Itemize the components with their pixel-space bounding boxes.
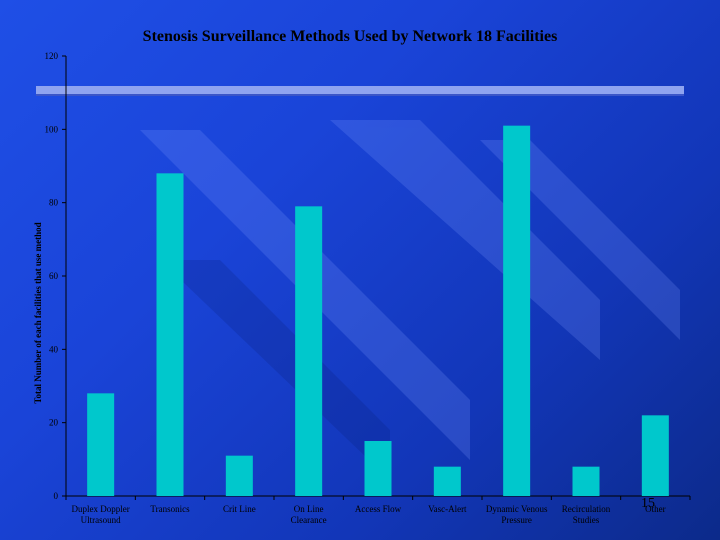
bar — [503, 125, 531, 497]
x-tick-label: Duplex Doppler Ultrasound — [72, 504, 130, 525]
background-diagonal-beams — [140, 120, 680, 480]
x-tick-label: Other — [645, 504, 666, 514]
x-tick-label: On Line Clearance — [291, 504, 327, 525]
header-band-shadow — [36, 94, 684, 96]
chart-title: Stenosis Surveillance Methods Used by Ne… — [142, 28, 558, 45]
plot-area: 0 20 40 60 80 100 120 Duplex Doppler Ultrasound T… — [36, 51, 691, 525]
bar — [87, 393, 115, 496]
x-tick-label: Access Flow — [355, 504, 402, 514]
y-axis-label: Total Number of each facilities that use… — [33, 222, 43, 404]
y-tick-label: 0 — [54, 491, 59, 501]
bar — [295, 206, 323, 497]
bar — [433, 466, 461, 496]
y-tick-label: 100 — [45, 124, 59, 134]
x-tick-label: Dynamic Venous Pressure — [486, 504, 548, 525]
y-tick-label: 80 — [49, 198, 59, 208]
bar — [641, 415, 669, 496]
slide-number: 15 — [641, 496, 655, 511]
x-tick-label: Recirculation Studies — [562, 504, 611, 525]
header-band — [36, 86, 684, 96]
x-tick-label: Crit Line — [223, 504, 256, 514]
bar — [225, 455, 253, 496]
y-tick-label: 40 — [49, 344, 59, 354]
x-tick-label: Transonics — [150, 504, 190, 514]
bar — [364, 441, 392, 496]
bar — [156, 173, 184, 497]
y-tick-label: 20 — [49, 418, 59, 428]
y-tick-label: 120 — [45, 51, 59, 61]
y-tick-label: 60 — [49, 271, 59, 281]
bar — [572, 466, 600, 496]
x-tick-label: Vasc-Alert — [428, 504, 467, 514]
